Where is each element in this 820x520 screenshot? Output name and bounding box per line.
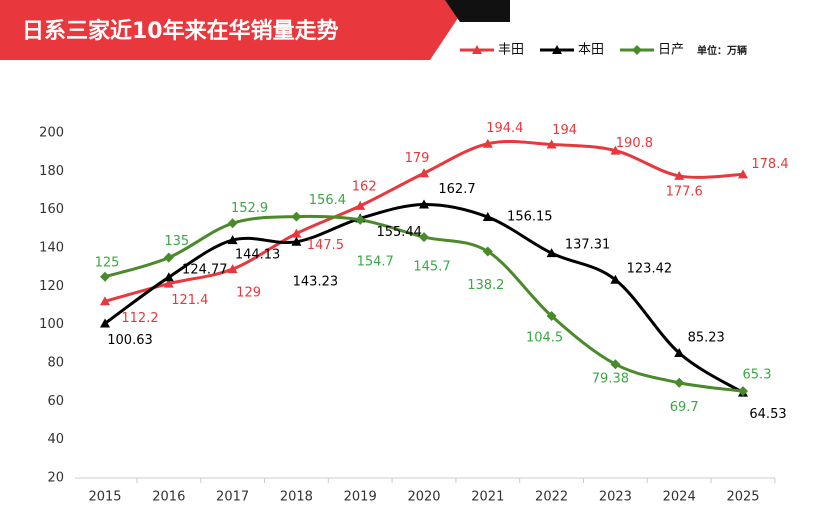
- banner-accent: [445, 0, 510, 22]
- y-tick-label: 160: [39, 202, 64, 217]
- value-label: 152.9: [231, 201, 268, 216]
- legend-marker: [472, 45, 482, 54]
- chart-title: 日系三家近10年来在华销量走势: [22, 18, 339, 44]
- point: [163, 278, 174, 288]
- y-tick-label: 40: [47, 432, 64, 447]
- point: [674, 170, 685, 180]
- point: [163, 272, 174, 282]
- value-label: 123.42: [627, 261, 673, 276]
- point: [419, 168, 429, 178]
- y-tick-label: 140: [39, 241, 64, 256]
- value-label: 179: [405, 151, 430, 166]
- legend-label: 本田: [578, 43, 604, 58]
- value-label: 138.2: [467, 278, 504, 293]
- x-tick-label: 2024: [663, 490, 696, 505]
- y-tick-label: 20: [47, 471, 64, 486]
- y-tick-label: 80: [47, 356, 64, 371]
- value-label: 143.23: [293, 274, 339, 289]
- y-tick-label: 200: [39, 126, 64, 141]
- point: [738, 386, 748, 397]
- legend-marker: [632, 45, 642, 55]
- value-label: 147.5: [307, 238, 344, 253]
- point: [227, 235, 238, 245]
- value-label: 129: [236, 286, 261, 301]
- point: [227, 218, 238, 229]
- x-tick-label: 2022: [535, 490, 568, 505]
- point: [291, 228, 302, 238]
- point: [100, 318, 110, 328]
- point: [482, 246, 493, 257]
- x-tick-label: 2020: [407, 490, 440, 505]
- point: [610, 359, 621, 370]
- x-tick-label: 2023: [599, 490, 632, 505]
- value-label: 135: [164, 234, 189, 249]
- legend-marker: [552, 45, 562, 54]
- x-tick-label: 2017: [216, 490, 249, 505]
- x-tick-label: 2021: [471, 490, 504, 505]
- value-label: 69.7: [670, 400, 699, 415]
- value-label: 162: [352, 179, 377, 194]
- point: [163, 252, 174, 263]
- point: [674, 347, 685, 357]
- point: [738, 169, 748, 179]
- point: [610, 274, 621, 284]
- point: [100, 296, 110, 306]
- point: [291, 236, 302, 246]
- value-label: 154.7: [357, 254, 394, 269]
- value-label: 65.3: [743, 368, 772, 383]
- value-label: 79.38: [592, 372, 629, 387]
- point: [610, 145, 621, 155]
- value-label: 177.6: [666, 184, 703, 199]
- point: [546, 248, 557, 258]
- point: [100, 271, 110, 282]
- value-label: 64.53: [749, 407, 786, 422]
- point: [419, 199, 429, 209]
- legend-label: 日产: [658, 43, 684, 58]
- value-label: 100.63: [107, 333, 153, 348]
- value-label: 137.31: [565, 238, 611, 253]
- point: [355, 200, 366, 210]
- y-tick-label: 180: [39, 164, 64, 179]
- x-tick-label: 2019: [344, 490, 377, 505]
- value-label: 162.7: [438, 182, 475, 197]
- value-label: 155.44: [376, 225, 422, 240]
- value-label: 112.2: [121, 311, 158, 326]
- point: [546, 311, 557, 322]
- point: [546, 139, 557, 149]
- value-label: 125: [95, 255, 120, 270]
- value-label: 178.4: [751, 157, 788, 172]
- point: [419, 232, 429, 243]
- point: [674, 377, 685, 388]
- point: [227, 264, 238, 274]
- value-label: 194: [552, 123, 577, 138]
- value-label: 145.7: [413, 260, 450, 275]
- x-tick-label: 2015: [88, 490, 121, 505]
- y-tick-label: 100: [39, 317, 64, 332]
- title-banner: [0, 0, 470, 60]
- point: [291, 211, 302, 222]
- value-label: 190.8: [616, 136, 653, 151]
- value-label: 85.23: [688, 330, 725, 345]
- value-label: 156.15: [507, 210, 553, 225]
- value-label: 156.4: [309, 193, 346, 208]
- value-label: 104.5: [526, 331, 563, 346]
- x-tick-label: 2018: [280, 490, 313, 505]
- point: [355, 214, 366, 225]
- y-tick-label: 60: [47, 394, 64, 409]
- value-label: 121.4: [171, 293, 208, 308]
- point: [482, 138, 493, 148]
- unit-label: 单位：万辆: [697, 44, 747, 57]
- x-tick-label: 2025: [726, 490, 759, 505]
- x-tick-label: 2016: [152, 490, 185, 505]
- value-label: 124.77: [182, 263, 228, 278]
- point: [482, 212, 493, 222]
- value-label: 194.4: [486, 121, 523, 136]
- value-label: 144.13: [235, 248, 281, 263]
- legend-label: 丰田: [498, 43, 524, 58]
- y-tick-label: 120: [39, 279, 64, 294]
